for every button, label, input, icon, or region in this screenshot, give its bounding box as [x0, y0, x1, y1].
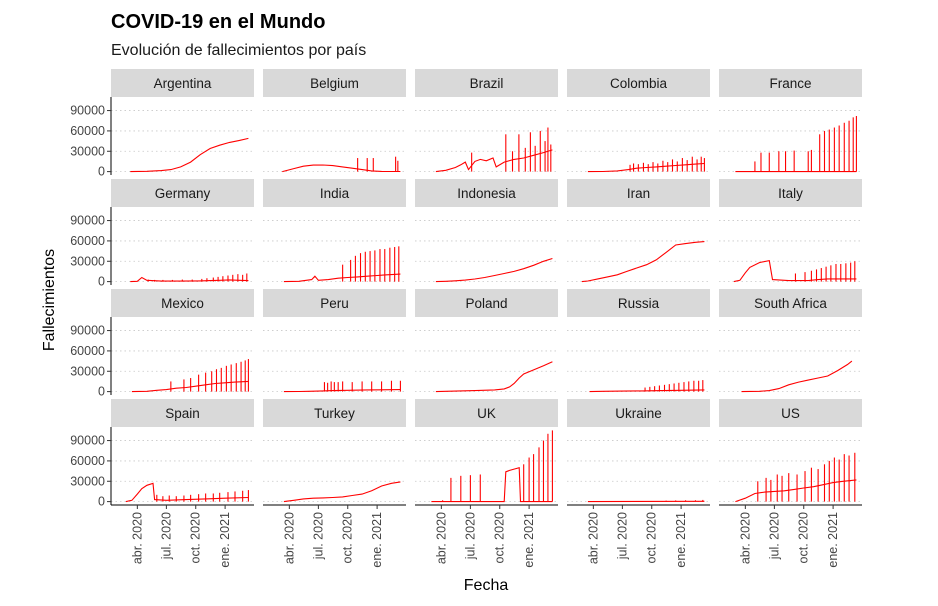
facet-strip-germany	[111, 179, 254, 207]
y-tick-label: 60000	[70, 124, 105, 138]
facet-strip-us	[719, 399, 862, 427]
facet-grid: Argentina 0 30000 60000 90000 Belgium Brazil Co…	[70, 69, 862, 568]
facet-strip-colombia	[567, 69, 710, 97]
x-tick-label: ene. 2021	[826, 512, 840, 568]
y-tick-label: 0	[98, 385, 105, 399]
facet-label-italy: Italy	[778, 186, 803, 201]
x-tick-label: oct. 2020	[341, 512, 355, 563]
x-tick-label: oct. 2020	[493, 512, 507, 563]
facet-label-germany: Germany	[155, 186, 211, 201]
series-line-belgium	[282, 164, 401, 173]
x-tick-label: jul. 2020	[767, 512, 781, 560]
facet-strip-brazil	[415, 69, 558, 97]
facet-label-south-africa: South Africa	[754, 296, 827, 311]
series-line-argentina	[130, 137, 249, 173]
y-tick-label: 30000	[70, 254, 105, 268]
facet-label-spain: Spain	[165, 406, 200, 421]
chart-title: COVID-19 en el Mundo	[111, 11, 325, 33]
series-line-uk	[431, 466, 553, 503]
y-tick-label: 60000	[70, 344, 105, 358]
y-tick-label: 90000	[70, 214, 105, 228]
series-line-iran	[581, 241, 705, 283]
facet-label-poland: Poland	[465, 296, 507, 311]
y-tick-label: 90000	[70, 104, 105, 118]
facet-label-india: India	[320, 186, 350, 201]
facet-label-turkey: Turkey	[314, 406, 355, 421]
y-tick-label: 0	[98, 165, 105, 179]
facet-strip-russia	[567, 289, 710, 317]
facet-label-colombia: Colombia	[610, 76, 668, 91]
x-tick-label: oct. 2020	[797, 512, 811, 563]
facet-strip-france	[719, 69, 862, 97]
y-tick-label: 0	[98, 495, 105, 509]
facet-strip-turkey	[263, 399, 406, 427]
y-tick-label: 0	[98, 275, 105, 289]
y-tick-label: 60000	[70, 454, 105, 468]
x-tick-label: ene. 2021	[218, 512, 232, 568]
y-tick-label: 30000	[70, 474, 105, 488]
x-tick-label: ene. 2021	[674, 512, 688, 568]
facet-strip-iran	[567, 179, 710, 207]
facet-strip-belgium	[263, 69, 406, 97]
series-line-turkey	[283, 481, 401, 503]
x-tick-label: ene. 2021	[522, 512, 536, 568]
facet-label-argentina: Argentina	[154, 76, 212, 91]
y-tick-label: 90000	[70, 324, 105, 338]
x-tick-label: jul. 2020	[159, 512, 173, 560]
series-line-germany	[130, 276, 249, 283]
facet-strip-spain	[111, 399, 254, 427]
facet-strip-peru	[263, 289, 406, 317]
facet-label-us: US	[781, 406, 800, 421]
facet-label-brazil: Brazil	[470, 76, 504, 91]
series-line-south-africa	[741, 360, 853, 393]
x-tick-label: abr. 2020	[586, 512, 600, 564]
y-tick-label: 60000	[70, 234, 105, 248]
y-tick-label: 90000	[70, 434, 105, 448]
series-line-indonesia	[435, 257, 553, 283]
y-axis-title: Fallecimientos	[41, 249, 58, 351]
facet-label-indonesia: Indonesia	[457, 186, 516, 201]
series-line-brazil	[435, 149, 553, 173]
facet-strip-indonesia	[415, 179, 558, 207]
x-tick-label: abr. 2020	[738, 512, 752, 564]
facet-strip-mexico	[111, 289, 254, 317]
facet-strip-ukraine	[567, 399, 710, 427]
facet-label-mexico: Mexico	[161, 296, 204, 311]
facet-label-peru: Peru	[320, 296, 349, 311]
series-line-poland	[435, 361, 553, 393]
series-line-russia	[589, 389, 705, 393]
x-tick-label: ene. 2021	[370, 512, 384, 568]
x-tick-label: jul. 2020	[463, 512, 477, 560]
x-tick-label: oct. 2020	[645, 512, 659, 563]
facet-label-france: France	[769, 76, 811, 91]
x-tick-label: jul. 2020	[311, 512, 325, 560]
facet-label-iran: Iran	[627, 186, 650, 201]
series-line-spain	[125, 482, 249, 503]
y-tick-label: 30000	[70, 364, 105, 378]
x-tick-label: abr. 2020	[130, 512, 144, 564]
facet-label-russia: Russia	[618, 296, 660, 311]
y-tick-label: 30000	[70, 144, 105, 158]
facet-label-belgium: Belgium	[310, 76, 359, 91]
facet-label-ukraine: Ukraine	[615, 406, 662, 421]
facet-strip-india	[263, 179, 406, 207]
facet-strip-italy	[719, 179, 862, 207]
series-line-india	[283, 273, 401, 283]
facet-label-uk: UK	[477, 406, 496, 421]
facet-strip-uk	[415, 399, 558, 427]
x-tick-label: abr. 2020	[282, 512, 296, 564]
facet-strip-poland	[415, 289, 558, 317]
facet-strip-argentina	[111, 69, 254, 97]
chart-subtitle: Evolución de fallecimientos por país	[111, 42, 366, 59]
facet-strip-south-africa	[719, 289, 862, 317]
x-tick-label: jul. 2020	[615, 512, 629, 560]
x-axis-title: Fecha	[464, 577, 509, 594]
x-tick-label: abr. 2020	[434, 512, 448, 564]
x-tick-label: oct. 2020	[189, 512, 203, 563]
series-line-us	[735, 479, 857, 503]
